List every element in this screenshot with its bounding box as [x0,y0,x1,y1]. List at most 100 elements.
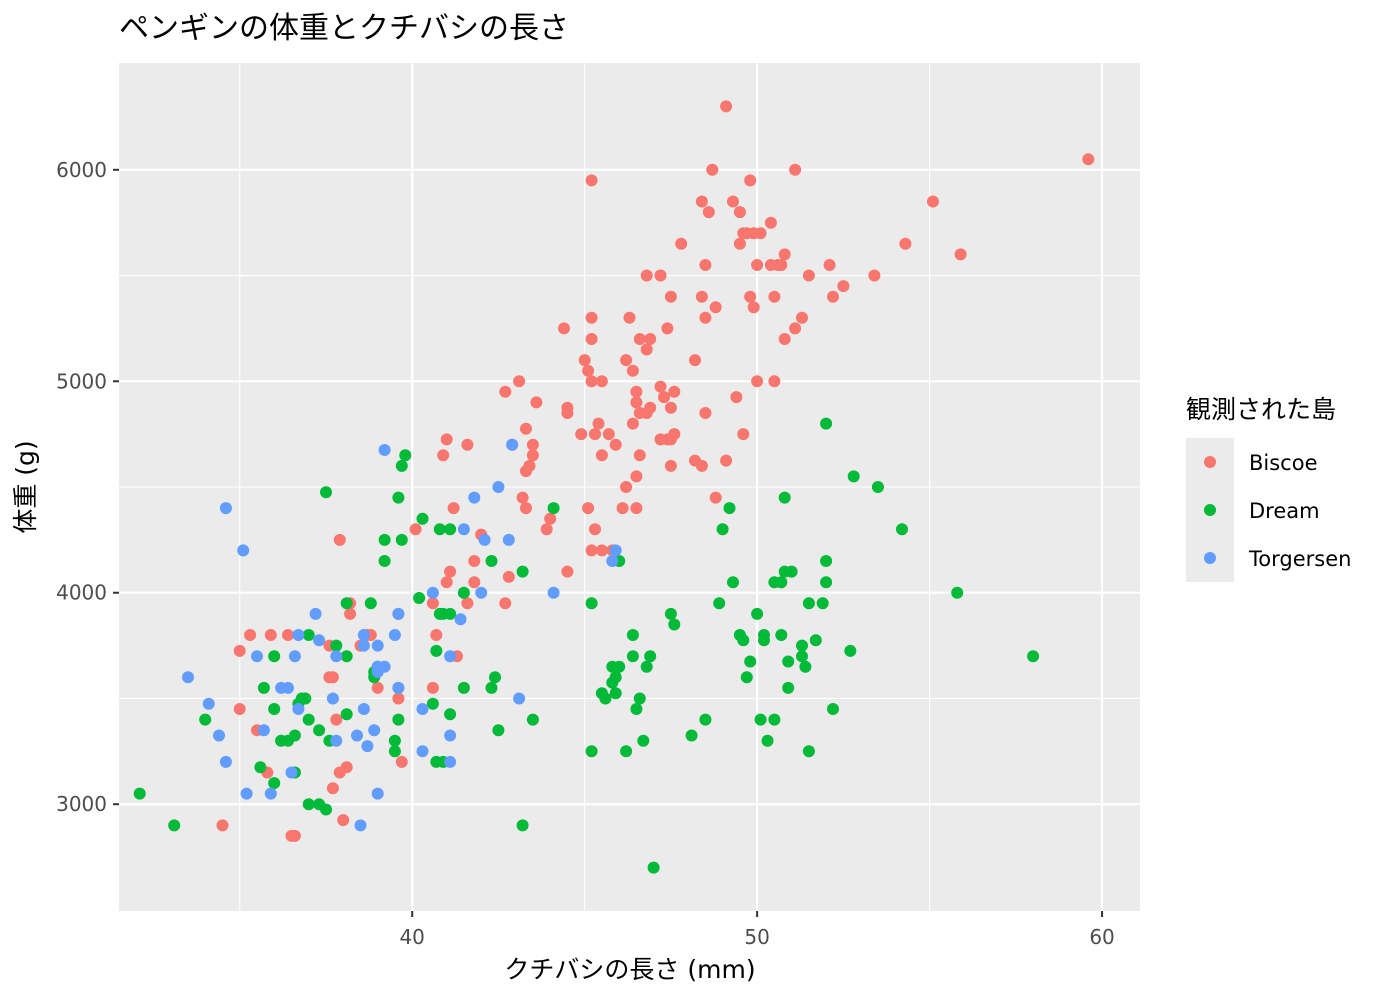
point-dream [775,629,788,641]
point-dream [254,761,267,774]
point-biscoe [561,407,574,419]
point-dream [364,597,377,610]
point-dream [585,745,598,758]
point-dream [392,491,405,504]
point-dream [820,576,833,589]
point-dream [699,713,712,726]
point-torgersen [609,544,622,557]
point-dream [809,634,822,647]
point-torgersen [378,444,391,456]
point-biscoe [727,195,739,208]
point-biscoe [796,311,808,324]
point-dream [758,634,770,647]
point-dream [433,523,446,536]
point-dream [268,650,281,663]
point-biscoe [699,407,712,419]
point-dream [485,681,498,694]
point-dream [1027,650,1040,663]
point-dream [444,708,457,721]
point-biscoe [426,597,439,610]
point-dream [599,692,612,705]
point-biscoe [595,449,608,462]
point-biscoe [626,417,639,430]
point-biscoe [585,174,598,187]
point-torgersen [285,766,298,779]
point-torgersen [506,438,519,451]
point-biscoe [640,269,653,282]
point-dream [827,703,839,715]
point-dream [489,671,501,684]
point-biscoe [620,354,633,367]
point-torgersen [357,639,370,652]
point-biscoe [802,269,815,282]
point-dream [426,697,439,710]
point-dream [133,787,146,800]
legend-key-torgersen [1204,552,1216,564]
point-biscoe [720,454,733,467]
point-biscoe [644,401,657,414]
point-biscoe [664,290,677,303]
point-dream [388,734,401,747]
point-biscoe [468,555,481,567]
point-dream [492,724,505,737]
point-dream [516,819,529,832]
point-biscoe [513,375,526,388]
point-dream [664,607,677,620]
point-dream [727,576,739,589]
point-torgersen [416,745,429,758]
point-biscoe [526,449,539,462]
point-dream [768,713,781,726]
point-dream [302,629,315,641]
legend-key-dream [1204,504,1216,516]
point-biscoe [789,322,802,335]
point-biscoe [264,629,277,641]
point-biscoe [623,311,636,324]
point-torgersen [240,787,253,800]
point-dream [485,555,498,567]
point-dream [796,639,808,652]
point-torgersen [351,729,363,742]
point-dream [378,555,391,567]
point-dream [668,618,681,631]
point-dream [395,459,408,472]
point-dream [526,713,539,726]
point-dream [799,660,812,673]
point-biscoe [778,333,791,345]
point-dream [716,523,729,536]
point-dream [637,734,650,747]
point-torgersen [444,755,457,768]
point-biscoe [540,523,553,536]
point-dream [751,607,764,620]
point-biscoe [695,290,708,303]
point-dream [816,597,829,610]
point-torgersen [282,681,294,694]
point-biscoe [233,644,246,657]
point-biscoe [516,491,529,504]
point-torgersen [219,502,232,515]
point-biscoe [658,391,670,404]
point-biscoe [499,597,512,610]
point-biscoe [395,755,408,768]
chart-title: ペンギンの体重とクチバシの長さ [119,11,569,46]
point-torgersen [182,671,194,684]
point-biscoe [823,259,836,271]
point-dream [516,565,529,578]
point-torgersen [547,586,560,599]
point-dream [647,861,660,874]
y-axis-title: 体重 (g) [11,440,40,533]
point-biscoe [778,248,791,261]
point-biscoe [333,766,346,779]
point-biscoe [633,333,646,345]
point-biscoe [520,502,532,515]
point-torgersen [426,586,439,599]
point-dream [609,687,622,700]
point-biscoe [737,227,750,240]
point-biscoe [654,380,667,393]
x-tick-label: 50 [744,925,769,949]
point-biscoe [578,354,591,367]
point-biscoe [592,417,605,430]
point-torgersen [368,724,381,737]
point-dream [630,703,643,715]
point-dream [302,713,315,726]
point-biscoe [602,428,615,441]
